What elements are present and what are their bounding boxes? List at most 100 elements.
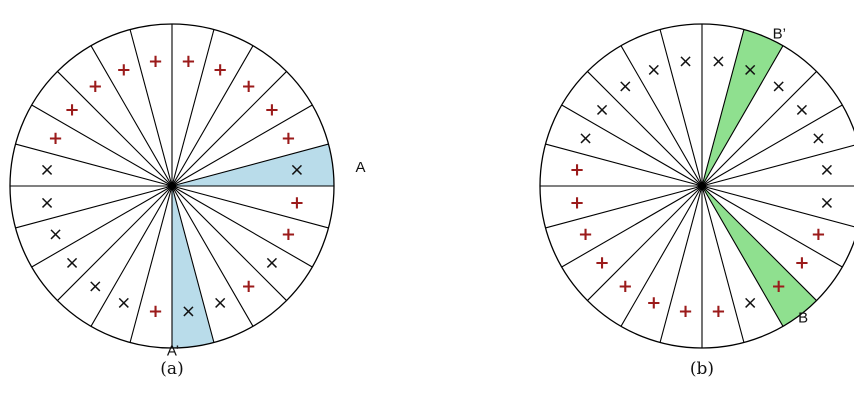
spoke-line	[171, 45, 254, 187]
plus-mark: +	[48, 128, 63, 149]
spoke-line	[171, 185, 313, 268]
spoke-line	[90, 185, 173, 327]
cross-mark: ×	[40, 192, 55, 213]
cross-mark: ×	[594, 99, 609, 120]
cross-mark: ×	[646, 60, 661, 81]
cross-mark: ×	[819, 192, 834, 213]
cross-mark: ×	[771, 76, 786, 97]
spoke-line	[545, 143, 703, 187]
spoke-line	[171, 29, 215, 187]
highlight-sector-b-prime	[702, 29, 783, 186]
plus-mark: +	[794, 253, 809, 274]
panel-b-circle: ×××××××××××++++++ + + ×+++×BB’	[539, 23, 854, 349]
spoke-line	[701, 185, 817, 301]
cross-mark: ×	[794, 99, 809, 120]
plus-mark: +	[64, 99, 79, 120]
spoke-line	[90, 45, 173, 187]
cross-mark: ×	[618, 76, 633, 97]
plus-mark: +	[241, 276, 256, 297]
spoke-line	[171, 185, 329, 229]
plus-mark: +	[148, 51, 163, 72]
spoke-line	[129, 185, 173, 343]
cross-mark: ×	[88, 276, 103, 297]
plus-mark: +	[811, 224, 826, 245]
panel-a-circle: ×++++++++++×××××× + × ×+×++AA’	[9, 23, 366, 359]
spoke-line	[171, 185, 287, 301]
spoke-line	[701, 185, 854, 228]
spoke-line	[701, 29, 745, 187]
spoke-line	[701, 144, 854, 187]
spoke-line	[701, 71, 817, 187]
cross-mark: ×	[711, 51, 726, 72]
plus-mark: +	[281, 128, 296, 149]
point-label-b-1: B’	[773, 25, 786, 42]
spoke-line	[587, 185, 703, 301]
spoke-line	[171, 185, 215, 343]
plus-mark: +	[281, 224, 296, 245]
point-label-b-0: B	[798, 310, 808, 327]
cross-mark: ×	[819, 160, 834, 181]
plus-mark: +	[570, 160, 585, 181]
spoke-line	[561, 185, 703, 268]
plus-mark: +	[570, 192, 585, 213]
plus-mark: +	[678, 301, 693, 322]
cross-mark: ×	[811, 128, 826, 149]
plus-mark: +	[88, 76, 103, 97]
spoke-line	[620, 185, 703, 327]
plus-mark: +	[181, 51, 196, 72]
spoke-line	[620, 45, 703, 187]
plus-mark: +	[213, 60, 228, 81]
spoke-line	[57, 185, 173, 301]
spoke-line	[129, 29, 173, 187]
plus-mark: +	[711, 301, 726, 322]
plus-mark: +	[241, 76, 256, 97]
spoke-line	[31, 185, 173, 268]
caption-a: (a)	[160, 359, 183, 379]
cross-mark: ×	[743, 292, 758, 313]
spoke-line	[31, 104, 173, 187]
spoke-line	[57, 71, 173, 187]
cross-mark: ×	[116, 292, 131, 313]
caption-b: (b)	[690, 359, 714, 379]
spoke-line	[659, 29, 703, 187]
spoke-line	[701, 185, 843, 268]
spoke-line	[587, 71, 703, 187]
spoke-line	[171, 143, 329, 187]
spoke-line	[15, 143, 173, 187]
plus-mark: +	[289, 192, 304, 213]
point-label-a-0: A	[355, 159, 365, 176]
spoke-line	[171, 104, 313, 187]
plus-mark: +	[148, 301, 163, 322]
cross-mark: ×	[40, 160, 55, 181]
plus-mark: +	[618, 276, 633, 297]
point-label-a-1: A’	[167, 342, 179, 359]
plus-mark: +	[771, 276, 786, 297]
plus-mark: +	[116, 60, 131, 81]
cross-mark: ×	[743, 60, 758, 81]
cross-mark: ×	[678, 51, 693, 72]
highlight-sector-b	[702, 186, 817, 327]
circle-rim	[9, 23, 335, 349]
spoke-line	[701, 45, 784, 187]
spoke-line	[701, 185, 745, 343]
spoke-line	[659, 185, 703, 343]
spoke-line	[15, 185, 173, 229]
cross-mark: ×	[181, 301, 196, 322]
plus-mark: +	[264, 99, 279, 120]
spoke-line	[701, 185, 784, 327]
cross-mark: ×	[48, 224, 63, 245]
spoke-line	[171, 185, 254, 327]
spoke-line	[561, 104, 703, 187]
plus-mark: +	[646, 292, 661, 313]
cross-mark: ×	[213, 292, 228, 313]
plus-mark: +	[578, 224, 593, 245]
spoke-line	[545, 185, 703, 229]
circle-rim	[539, 23, 854, 349]
cross-mark: ×	[64, 253, 79, 274]
cross-mark: ×	[578, 128, 593, 149]
cross-mark: ×	[289, 160, 304, 181]
spoke-line	[701, 104, 843, 187]
cross-mark: ×	[264, 253, 279, 274]
spoke-line	[171, 71, 287, 187]
